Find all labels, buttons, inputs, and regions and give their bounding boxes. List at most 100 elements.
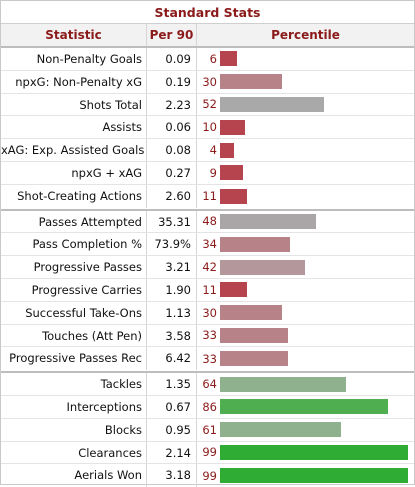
stat-name: Aerials Won [1, 464, 147, 487]
percentile-bar [220, 74, 282, 90]
percentile-cell: 48 [197, 211, 414, 233]
percentile-value: 11 [202, 282, 217, 297]
percentile-bar-track [220, 282, 413, 298]
stat-group: Tackles 1.35 64 Interceptions 0.67 86 Blocks 0.… [1, 371, 414, 487]
percentile-bar [220, 259, 305, 275]
per90-value: 1.13 [147, 301, 197, 324]
per90-value: 3.18 [147, 464, 197, 487]
percentile-bar [220, 376, 346, 392]
percentile-bar [220, 96, 324, 112]
table-body: Non-Penalty Goals 0.09 6 npxG: Non-Penalty … [1, 48, 414, 487]
percentile-cell: 64 [197, 373, 414, 395]
per90-value: 0.67 [147, 395, 197, 418]
table-row: Clearances 2.14 99 [1, 441, 414, 465]
table-row: Pass Completion % 73.9% 34 [1, 233, 414, 257]
percentile-bar [220, 188, 247, 204]
panel-title: Standard Stats [154, 4, 261, 20]
table-row: Progressive Carries 1.90 11 [1, 278, 414, 302]
percentile-bar-track [220, 468, 413, 484]
percentile-cell: 30 [197, 71, 414, 93]
percentile-bar-track [220, 259, 413, 275]
percentile-cell: 9 [197, 162, 414, 184]
stat-name: Successful Take-Ons [1, 301, 147, 324]
header-statistic[interactable]: Statistic [1, 24, 147, 46]
percentile-cell: 42 [197, 256, 414, 278]
per90-value: 73.9% [147, 233, 197, 256]
table-row: Assists 0.06 10 [1, 116, 414, 140]
table-row: Progressive Passes Rec 6.42 33 [1, 347, 414, 371]
percentile-bar-track [220, 74, 413, 90]
percentile-value: 11 [202, 189, 217, 204]
percentile-value: 10 [202, 120, 217, 135]
percentile-bar-track [220, 96, 413, 112]
percentile-value: 9 [209, 165, 217, 180]
percentile-value: 48 [202, 214, 217, 229]
percentile-bar [220, 119, 245, 135]
percentile-cell: 6 [197, 48, 414, 70]
percentile-bar [220, 51, 237, 67]
percentile-cell: 4 [197, 139, 414, 161]
stat-name: npxG: Non-Penalty xG [1, 70, 147, 93]
percentile-bar [220, 327, 288, 343]
per90-value: 0.27 [147, 161, 197, 184]
percentile-bar [220, 282, 247, 298]
percentile-cell: 10 [197, 116, 414, 138]
percentile-cell: 33 [197, 347, 414, 370]
percentile-bar [220, 468, 408, 484]
percentile-value: 30 [202, 305, 217, 320]
stat-name: Touches (Att Pen) [1, 324, 147, 347]
percentile-bar-track [220, 51, 413, 67]
percentile-cell: 11 [197, 185, 414, 208]
stat-name: Progressive Carries [1, 278, 147, 301]
table-row: npxG + xAG 0.27 9 [1, 161, 414, 185]
table-row: Non-Penalty Goals 0.09 6 [1, 48, 414, 71]
percentile-bar-track [220, 444, 413, 460]
percentile-value: 52 [202, 97, 217, 112]
percentile-value: 99 [202, 445, 217, 460]
percentile-bar [220, 422, 341, 438]
stat-name: Progressive Passes [1, 256, 147, 278]
percentile-value: 64 [202, 377, 217, 392]
stat-group: Non-Penalty Goals 0.09 6 npxG: Non-Penalty … [1, 48, 414, 208]
table-row: Tackles 1.35 64 [1, 373, 414, 396]
per90-value: 0.95 [147, 418, 197, 441]
per90-value: 3.21 [147, 256, 197, 278]
stat-name: Progressive Passes Rec [1, 347, 147, 371]
percentile-bar [220, 305, 282, 321]
per90-value: 35.31 [147, 210, 197, 233]
percentile-cell: 30 [197, 302, 414, 324]
header-percentile[interactable]: Percentile [271, 28, 340, 42]
stat-name: Assists [1, 116, 147, 139]
table-row: Successful Take-Ons 1.13 30 [1, 301, 414, 325]
percentile-value: 6 [209, 51, 217, 66]
percentile-value: 86 [202, 399, 217, 414]
percentile-bar [220, 213, 316, 229]
percentile-bar-track [220, 236, 413, 252]
percentile-value: 33 [202, 328, 217, 343]
table-row: xAG: Exp. Assisted Goals 0.08 4 [1, 139, 414, 162]
percentile-cell: 33 [197, 325, 414, 347]
per90-value: 2.60 [147, 184, 197, 208]
per90-value: 2.23 [147, 93, 197, 116]
stat-name: xAG: Exp. Assisted Goals [1, 139, 147, 161]
percentile-value: 33 [202, 351, 217, 366]
table-row: Passes Attempted 35.31 48 [1, 210, 414, 234]
percentile-bar [220, 399, 388, 415]
stat-name: Pass Completion % [1, 233, 147, 256]
percentile-bar-track [220, 376, 413, 392]
per90-value: 1.90 [147, 278, 197, 301]
table-header: Statistic Per 90 Percentile [1, 24, 414, 48]
percentile-cell: 52 [197, 94, 414, 116]
table-row: Interceptions 0.67 86 [1, 395, 414, 419]
stat-name: Shot-Creating Actions [1, 184, 147, 208]
percentile-value: 42 [202, 260, 217, 275]
percentile-bar [220, 351, 288, 367]
stat-name: Non-Penalty Goals [1, 48, 147, 70]
table-row: Aerials Won 3.18 99 [1, 464, 414, 487]
percentile-bar-track [220, 165, 413, 181]
percentile-bar-track [220, 213, 413, 229]
percentile-bar-track [220, 327, 413, 343]
percentile-value: 4 [209, 143, 217, 158]
percentile-cell: 11 [197, 279, 414, 301]
header-per90[interactable]: Per 90 [147, 24, 197, 46]
